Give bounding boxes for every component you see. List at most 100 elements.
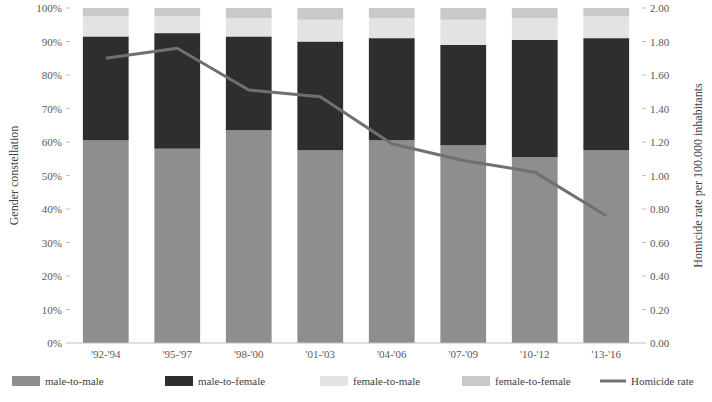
y2-tick xyxy=(642,108,646,109)
y-tick xyxy=(66,41,70,42)
y-tick xyxy=(66,309,70,310)
bar-segment xyxy=(512,8,558,18)
y-axis-title: Gender constellation xyxy=(7,126,21,226)
y-tick-label: 30% xyxy=(42,237,62,249)
x-tick-label: '01-'03 xyxy=(305,348,335,360)
bar-segment xyxy=(297,150,343,343)
y2-tick xyxy=(642,8,646,9)
x-axis-line xyxy=(70,343,642,344)
legend-swatch xyxy=(320,376,348,386)
y2-tick-label: 1.20 xyxy=(650,136,670,148)
legend-swatch xyxy=(600,380,626,383)
y-tick xyxy=(66,142,70,143)
line xyxy=(106,48,607,216)
bar-segment xyxy=(440,45,486,146)
y2-tick xyxy=(642,343,646,344)
y-tick xyxy=(66,242,70,243)
y2-axis: 0.000.200.400.600.801.001.201.401.601.80… xyxy=(642,2,670,349)
bar-segment xyxy=(583,150,629,343)
legend-label: male-to-male xyxy=(45,375,104,387)
y2-tick xyxy=(642,142,646,143)
bar-segment xyxy=(154,149,200,343)
y-tick xyxy=(66,175,70,176)
chart: 0% 10% 20% 30% 40% 50% 60% 70% 80% 90% 100% 0.00 0.2… xyxy=(0,0,712,402)
y2-tick xyxy=(642,309,646,310)
y2-tick-label: 1.00 xyxy=(650,170,670,182)
x-tick-label: '07-'09 xyxy=(448,348,478,360)
bar-segment xyxy=(512,18,558,40)
y-tick-label: 90% xyxy=(42,36,62,48)
y2-tick-label: 1.60 xyxy=(650,69,670,81)
bar-segment xyxy=(583,8,629,16)
x-tick-label: '98-'00 xyxy=(234,348,264,360)
bar-segment xyxy=(583,16,629,38)
x-tick-label: '95-'97 xyxy=(162,348,192,360)
bar-segment xyxy=(83,8,129,16)
x-axis: '92-'94 '95-'97 '98-'00 '01-'03 '04-'06 '07-'… xyxy=(91,348,622,360)
x-tick-label: '92-'94 xyxy=(91,348,121,360)
bar-segment xyxy=(83,140,129,343)
y2-tick-label: 2.00 xyxy=(650,2,670,14)
y-tick-label: 100% xyxy=(36,2,62,14)
bar-segment xyxy=(369,8,415,18)
legend-swatch xyxy=(165,376,193,386)
y2-tick-label: 0.40 xyxy=(650,270,670,282)
y-tick xyxy=(66,75,70,76)
y2-tick-label: 1.80 xyxy=(650,36,670,48)
y-tick-label: 0% xyxy=(47,337,62,349)
legend-swatch xyxy=(12,376,40,386)
bar-segment xyxy=(226,18,272,36)
bar-segment xyxy=(226,130,272,343)
legend-label: female-to-female xyxy=(495,375,571,387)
legend-label: Homicide rate xyxy=(631,375,694,387)
x-tick-label: '10-'12 xyxy=(520,348,550,360)
y2-tick xyxy=(642,175,646,176)
bar-segment xyxy=(154,8,200,16)
bar-segment xyxy=(297,8,343,20)
legend-label: female-to-male xyxy=(353,375,420,387)
y-tick-label: 70% xyxy=(42,103,62,115)
y2-tick-label: 1.40 xyxy=(650,103,670,115)
legend-label: male-to-female xyxy=(198,375,265,387)
legend-swatch xyxy=(462,376,490,386)
bar-segment xyxy=(369,140,415,343)
bar-segment xyxy=(440,8,486,20)
x-tick-label: '13-'16 xyxy=(591,348,621,360)
y-tick xyxy=(66,209,70,210)
y2-axis-title: Homicide rate per 100.000 inhabitants xyxy=(691,83,705,268)
y-tick-label: 60% xyxy=(42,136,62,148)
y-tick-label: 20% xyxy=(42,270,62,282)
bar-segment xyxy=(226,8,272,18)
bar-segment xyxy=(297,20,343,42)
bar-segment xyxy=(369,38,415,140)
y-tick xyxy=(66,276,70,277)
bar-segment xyxy=(83,16,129,36)
bar-segment xyxy=(369,18,415,38)
bar-segment xyxy=(512,157,558,343)
y-tick xyxy=(66,343,70,344)
y2-tick xyxy=(642,209,646,210)
bar-segment xyxy=(512,40,558,157)
bar-segment xyxy=(440,20,486,45)
bar-segment xyxy=(583,38,629,150)
y-tick xyxy=(66,108,70,109)
y-tick-label: 80% xyxy=(42,69,62,81)
legend: male-to-male male-to-female female-to-male… xyxy=(12,375,694,387)
y-tick-label: 10% xyxy=(42,304,62,316)
y-tick-label: 50% xyxy=(42,170,62,182)
bar-segment xyxy=(154,16,200,33)
bar-segment xyxy=(226,36,272,130)
y2-tick-label: 0.00 xyxy=(650,337,670,349)
y2-tick xyxy=(642,75,646,76)
x-tick-label: '04-'06 xyxy=(377,348,407,360)
bar-segment xyxy=(83,36,129,140)
plot-data xyxy=(83,8,629,343)
y2-tick-label: 0.20 xyxy=(650,304,670,316)
y2-tick-label: 0.80 xyxy=(650,203,670,215)
y2-tick xyxy=(642,276,646,277)
y2-tick xyxy=(642,242,646,243)
y-tick xyxy=(66,8,70,9)
y-tick-label: 40% xyxy=(42,203,62,215)
y2-tick xyxy=(642,41,646,42)
y-axis: 0% 10% 20% 30% 40% 50% 60% 70% 80% 90% 100% xyxy=(36,2,70,349)
